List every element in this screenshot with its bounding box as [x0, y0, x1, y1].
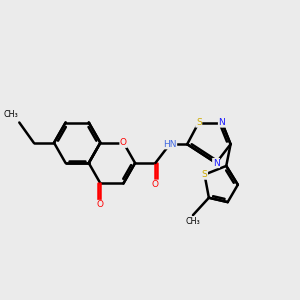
Text: HN: HN: [163, 140, 177, 149]
Text: S: S: [196, 118, 202, 127]
Text: N: N: [213, 158, 220, 167]
Text: O: O: [97, 200, 104, 209]
Text: O: O: [152, 180, 159, 189]
Text: CH₃: CH₃: [3, 110, 18, 119]
Text: O: O: [120, 138, 127, 147]
Text: S: S: [202, 170, 207, 179]
Text: CH₃: CH₃: [186, 217, 200, 226]
Text: N: N: [218, 118, 225, 127]
